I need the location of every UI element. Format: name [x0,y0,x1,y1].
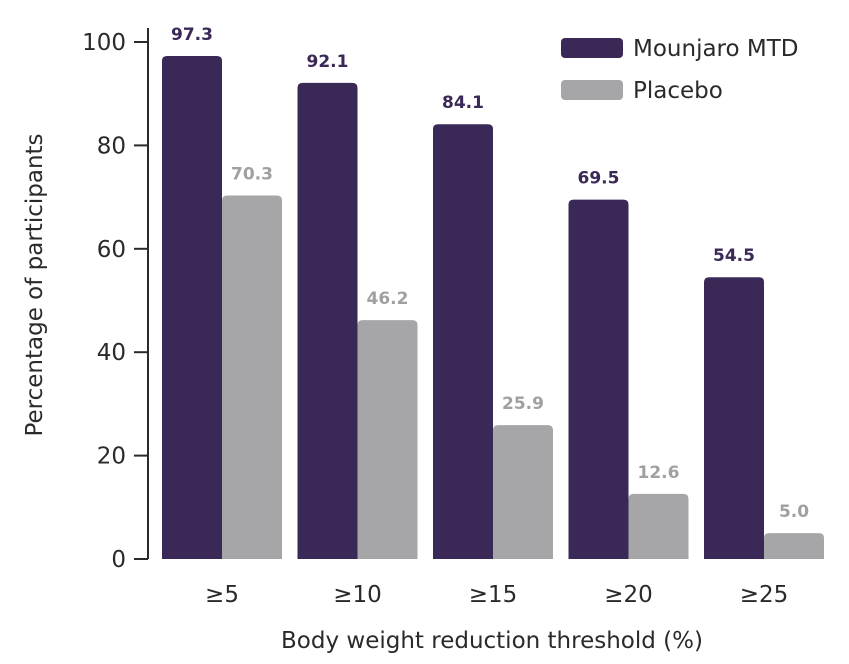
x-ticks: ≥5 ≥10 ≥15 ≥20 ≥25 [205,582,788,608]
bar-mounjaro [704,277,764,559]
x-tick-label: ≥10 [333,582,382,608]
value-label-mounjaro: 97.3 [171,25,213,45]
bars [162,55,824,560]
bar-mounjaro [297,82,358,559]
value-label-mounjaro: 54.5 [713,246,755,266]
y-tick-label: 20 [97,444,126,470]
legend: Mounjaro MTD Placebo [561,36,799,104]
value-label-mounjaro: 84.1 [442,93,484,113]
y-tick-label: 100 [82,30,126,56]
legend-label-placebo: Placebo [633,78,723,104]
value-label-placebo: 46.2 [367,289,409,309]
bar-placebo [357,320,418,559]
value-label-placebo: 70.3 [231,165,273,185]
bar-mounjaro [162,55,222,560]
legend-item-placebo: Placebo [561,78,723,104]
bar-placebo [628,493,689,559]
y-tick-label: 40 [97,340,126,366]
value-label-mounjaro: 69.5 [578,169,620,189]
bar-mounjaro [433,124,493,559]
x-tick-label: ≥5 [205,582,239,608]
value-label-placebo: 25.9 [502,394,544,414]
value-label-placebo: 12.6 [638,463,680,483]
legend-swatch-mounjaro [561,38,623,58]
bar-placebo [764,533,824,559]
bar-placebo [222,195,282,559]
y-ticks: 0 20 40 60 80 100 [82,30,148,573]
y-tick-label: 80 [97,133,126,159]
value-labels: 97.3 70.3 92.1 46.2 84.1 25.9 69.5 12.6 54.5 5.0 [171,25,809,522]
legend-item-mounjaro: Mounjaro MTD [561,36,799,62]
legend-label-mounjaro: Mounjaro MTD [633,36,799,62]
value-label-mounjaro: 92.1 [307,52,349,72]
x-tick-label: ≥25 [740,582,789,608]
y-tick-label: 60 [97,237,126,263]
bar-mounjaro [568,199,629,559]
y-axis-title: Percentage of participants [22,133,48,436]
x-axis-title: Body weight reduction threshold (%) [281,628,703,654]
legend-swatch-placebo [561,80,623,100]
bar-placebo [493,425,553,559]
x-tick-label: ≥15 [469,582,518,608]
x-tick-label: ≥20 [604,582,653,608]
y-tick-label: 0 [111,547,126,573]
value-label-placebo: 5.0 [779,502,809,522]
